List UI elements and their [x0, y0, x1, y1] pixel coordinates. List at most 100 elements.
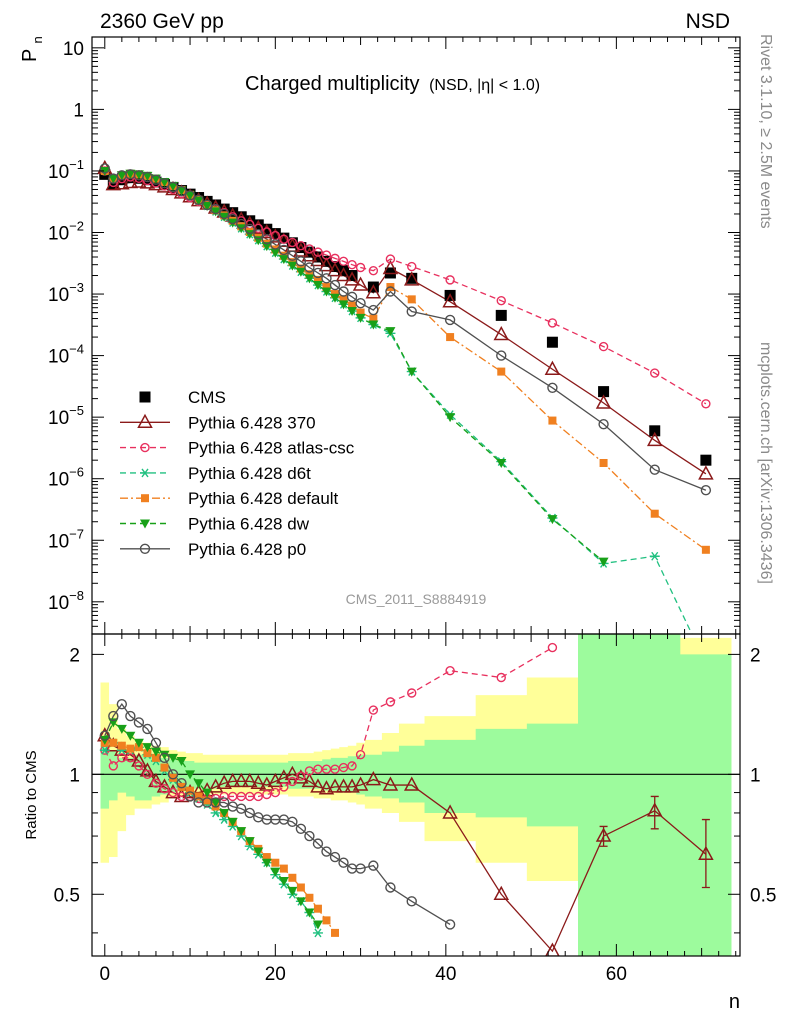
point-5-13 — [210, 207, 221, 217]
process-label: NSD — [686, 10, 730, 33]
point-5-29 — [347, 307, 358, 317]
ratio-point-1-1 — [108, 761, 119, 771]
ratio-point-0-29 — [344, 778, 360, 793]
ratio-point-4-2 — [116, 724, 127, 734]
ratio-point-5-31 — [368, 860, 379, 871]
point-1-39 — [698, 465, 714, 480]
point-5-34 — [445, 413, 456, 423]
point-0-29 — [346, 270, 358, 282]
legend-marker — [140, 519, 150, 529]
point-6-17 — [244, 223, 255, 235]
point-2-27 — [330, 253, 340, 264]
point-5-31 — [368, 320, 379, 330]
y-axis-label-main: P — [19, 49, 41, 62]
ratio-point-4-19 — [261, 858, 272, 868]
ratio-point-0-4 — [131, 752, 147, 767]
point-0-34 — [495, 309, 507, 321]
point-5-26 — [321, 287, 332, 297]
ratio-point-5-14 — [218, 797, 230, 808]
point-2-25 — [313, 247, 323, 257]
point-6-29 — [346, 291, 358, 303]
ratio-point-1-18 — [253, 791, 263, 802]
ratio-point-3-26 — [322, 916, 331, 925]
axes-frame — [91, 36, 741, 957]
point-4-30 — [356, 308, 365, 317]
ratio-point-1-4 — [134, 761, 144, 771]
ratio-line-3 — [104, 742, 336, 934]
source-label: mcplots.cern.ch [arXiv:1306.3436] — [757, 342, 774, 584]
point-2-21 — [279, 234, 289, 244]
ratio-point-4-15 — [227, 817, 238, 827]
ratio-point-0-15 — [224, 772, 241, 788]
point-1-20 — [267, 228, 284, 243]
point-0-26 — [320, 255, 332, 267]
ratio-point-1-19 — [262, 789, 272, 800]
ratio-point-3-9 — [177, 782, 186, 791]
point-5-9 — [176, 186, 187, 196]
x-tick-label: 40 — [435, 964, 456, 985]
watermark: CMS_2011_S8884919 — [346, 591, 487, 607]
y-axis-label-sub: n — [30, 36, 45, 43]
ratio-point-3-10 — [186, 786, 195, 795]
point-1-30 — [352, 276, 369, 291]
ratio-point-5-30 — [355, 863, 366, 874]
point-6-21 — [278, 244, 290, 256]
ratio-point-5-0 — [99, 730, 110, 741]
point-6-15 — [227, 213, 238, 225]
legend-label: Pythia 6.428 dw — [188, 515, 310, 534]
point-0-21 — [278, 232, 290, 244]
ratio-point-4-11 — [193, 779, 204, 789]
point-6-18 — [253, 228, 264, 240]
ratio-point-1-32 — [385, 697, 396, 707]
ratio-point-4-5 — [142, 743, 153, 753]
point-4-38 — [650, 509, 659, 518]
ratio-point-1-29 — [347, 761, 357, 771]
ratio-tick-label-left: 1 — [69, 765, 80, 786]
point-0-35 — [546, 336, 558, 348]
ratio-point-5-16 — [236, 803, 247, 814]
point-6-0 — [99, 163, 110, 174]
ratio-point-1-6 — [151, 778, 161, 788]
legend-entry: Pythia 6.428 p0 — [120, 540, 306, 559]
point-4-24 — [305, 270, 314, 279]
point-6-26 — [321, 273, 332, 284]
legend-entry: Pythia 6.428 atlas-csc — [120, 439, 355, 458]
point-0-38 — [700, 454, 712, 466]
ratio-point-0-35 — [493, 885, 510, 901]
point-6-7 — [159, 178, 170, 189]
error-bar-1 — [650, 795, 659, 830]
point-4-29 — [348, 301, 357, 310]
point-5-23 — [295, 267, 306, 277]
y-axis-label: P n — [19, 36, 45, 62]
ratio-axis-label: Ratio to CMS — [23, 750, 40, 839]
ratio-tick-label-left: 0.5 — [54, 885, 80, 906]
legend-entry: Pythia 6.428 default — [120, 489, 339, 508]
y-tick-label: 10−5 — [48, 403, 84, 429]
legend: CMS Pythia 6.428 370 Pythia 6.428 atlas-cs… — [120, 388, 355, 559]
legend-entry: Pythia 6.428 d6t — [120, 464, 311, 483]
point-0-24 — [303, 246, 315, 258]
point-5-7 — [159, 178, 170, 188]
ratio-point-4-16 — [236, 827, 247, 837]
ratio-point-1-8 — [168, 787, 178, 798]
y-tick-label: 10 — [63, 39, 84, 60]
point-6-32 — [385, 286, 396, 297]
ratio-point-4-14 — [219, 808, 230, 818]
ratio-point-0-26 — [318, 780, 335, 795]
point-5-8 — [168, 181, 178, 191]
version-label: Rivet 3.1.10, ≥ 2.5M events — [757, 34, 774, 229]
ratio-point-5-10 — [184, 791, 196, 802]
point-0-36 — [598, 386, 610, 398]
ratio-point-5-26 — [321, 846, 332, 857]
point-1-38 — [646, 431, 663, 447]
point-5-32 — [385, 327, 396, 337]
point-6-9 — [176, 185, 187, 197]
ratio-point-2-25 — [312, 928, 323, 938]
ratio-point-3-11 — [194, 792, 203, 801]
y-tick-label: 10−2 — [48, 218, 84, 244]
ratio-point-5-4 — [133, 717, 145, 728]
point-6-30 — [355, 298, 366, 309]
error-bar-2 — [701, 818, 710, 889]
x-axis-label: n — [729, 991, 740, 1013]
